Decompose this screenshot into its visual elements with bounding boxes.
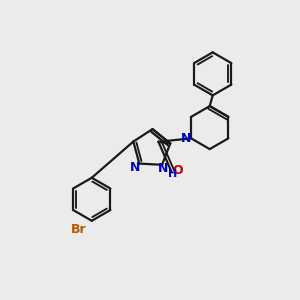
Text: N: N: [158, 162, 169, 175]
Text: O: O: [173, 164, 183, 177]
Text: N: N: [181, 132, 191, 145]
Text: H: H: [168, 169, 177, 179]
Text: Br: Br: [70, 223, 86, 236]
Text: N: N: [130, 161, 140, 174]
